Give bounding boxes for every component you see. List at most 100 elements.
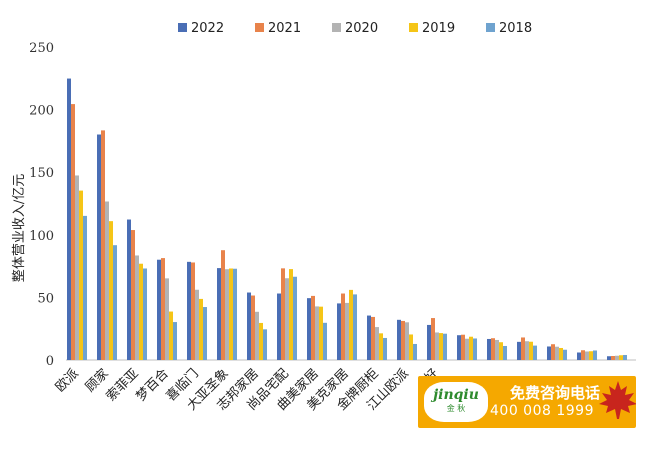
legend-label-2019: 2019 bbox=[422, 21, 455, 36]
legend-swatch-2020 bbox=[332, 23, 341, 32]
bar-2022-11 bbox=[397, 319, 401, 360]
bar-2022-5 bbox=[217, 268, 221, 360]
legend-swatch-2021 bbox=[255, 23, 264, 32]
bar-2018-16 bbox=[563, 349, 567, 360]
legend-swatch-2022 bbox=[178, 23, 187, 32]
bar-2018-4 bbox=[203, 307, 207, 360]
bar-2021-2 bbox=[131, 230, 135, 360]
bar-2018-0 bbox=[83, 215, 87, 360]
bar-2020-13 bbox=[465, 338, 469, 360]
bar-2019-3 bbox=[169, 311, 173, 360]
bar-2019-1 bbox=[109, 221, 113, 360]
bar-2020-1 bbox=[105, 201, 109, 360]
bar-2018-12 bbox=[443, 333, 447, 360]
bar-2022-2 bbox=[127, 219, 131, 360]
bar-2018-11 bbox=[413, 343, 417, 360]
bar-2018-18 bbox=[623, 354, 627, 360]
ad-logo: jinqiu 金 秋 bbox=[424, 382, 488, 422]
bar-2020-12 bbox=[435, 332, 439, 360]
bar-2019-15 bbox=[529, 341, 533, 360]
bar-2018-13 bbox=[473, 338, 477, 360]
y-axis-label: 整体营业收入/亿元 bbox=[12, 174, 27, 282]
bar-2022-3 bbox=[157, 259, 161, 360]
bar-2022-13 bbox=[457, 335, 461, 360]
bar-2019-17 bbox=[589, 351, 593, 360]
bar-2020-6 bbox=[255, 311, 259, 360]
bar-2018-2 bbox=[143, 268, 147, 360]
bar-2022-14 bbox=[487, 338, 491, 360]
bar-2021-15 bbox=[521, 337, 525, 360]
bar-2020-17 bbox=[585, 351, 589, 360]
bar-2018-9 bbox=[353, 294, 357, 360]
bar-2019-7 bbox=[289, 269, 293, 360]
bars bbox=[67, 78, 627, 361]
bar-2021-7 bbox=[281, 268, 285, 360]
bar-2021-17 bbox=[581, 350, 585, 360]
bar-2021-10 bbox=[371, 316, 375, 360]
bar-2021-8 bbox=[311, 295, 315, 360]
bar-2022-17 bbox=[577, 352, 581, 360]
legend-swatch-2019 bbox=[409, 23, 418, 32]
bar-2021-4 bbox=[191, 262, 195, 360]
bar-2022-10 bbox=[367, 315, 371, 360]
bar-2021-9 bbox=[341, 293, 345, 360]
bar-2021-3 bbox=[161, 258, 165, 360]
bar-2022-9 bbox=[337, 303, 341, 360]
bar-2018-7 bbox=[293, 276, 297, 360]
bar-2018-17 bbox=[593, 350, 597, 360]
bar-2020-5 bbox=[225, 269, 229, 360]
y-tick-label: 150 bbox=[29, 166, 54, 181]
bar-2018-3 bbox=[173, 322, 177, 360]
bar-2021-14 bbox=[491, 338, 495, 360]
bar-2021-13 bbox=[461, 334, 465, 360]
bar-2019-14 bbox=[499, 342, 503, 360]
chart-legend: 2022 2021 2020 2019 2018 bbox=[178, 21, 532, 36]
bar-2021-16 bbox=[551, 344, 555, 360]
bar-2022-15 bbox=[517, 341, 521, 360]
bar-2022-4 bbox=[187, 261, 191, 360]
bar-2019-18 bbox=[619, 355, 623, 360]
legend-label-2022: 2022 bbox=[191, 21, 224, 36]
y-tick-label: 50 bbox=[37, 291, 54, 306]
bar-2022-0 bbox=[67, 78, 71, 361]
bar-2021-1 bbox=[101, 130, 105, 360]
bar-2020-11 bbox=[405, 322, 409, 360]
x-axis-category-labels: 欧派 顾家索菲亚梦百合喜临门大亚圣象志邦家居尚品宅配曲美家居美克家居金牌厨柜江山欧… bbox=[53, 366, 442, 414]
legend-label-2020: 2020 bbox=[345, 21, 378, 36]
bar-2021-18 bbox=[611, 355, 615, 360]
x-tick-label: 梦百合 bbox=[134, 366, 172, 404]
bar-2019-10 bbox=[379, 333, 383, 360]
bar-2020-8 bbox=[315, 306, 319, 360]
y-tick-label: 250 bbox=[29, 41, 54, 56]
bar-2019-0 bbox=[79, 190, 83, 360]
bar-2021-5 bbox=[221, 250, 225, 360]
bar-2019-12 bbox=[439, 333, 443, 360]
ad-phone-number[interactable]: 400 008 1999 bbox=[490, 403, 594, 419]
ad-title: 免费咨询电话 bbox=[510, 384, 601, 402]
bar-2020-18 bbox=[615, 355, 619, 360]
legend-label-2021: 2021 bbox=[268, 21, 301, 36]
bar-2019-2 bbox=[139, 263, 143, 360]
bar-2021-0 bbox=[71, 104, 75, 360]
bar-2020-2 bbox=[135, 255, 139, 360]
bar-2020-16 bbox=[555, 346, 559, 360]
bar-2019-13 bbox=[469, 336, 473, 360]
bar-2019-4 bbox=[199, 298, 203, 360]
bar-2018-8 bbox=[323, 322, 327, 360]
y-tick-label: 100 bbox=[29, 229, 54, 244]
legend-swatch-2018 bbox=[486, 23, 495, 32]
bar-2022-18 bbox=[607, 356, 611, 360]
legend-label-2018: 2018 bbox=[499, 21, 532, 36]
bar-2018-6 bbox=[263, 329, 267, 360]
bar-2020-0 bbox=[75, 175, 79, 360]
bar-2020-3 bbox=[165, 278, 169, 360]
bar-2018-5 bbox=[233, 268, 237, 360]
y-axis-ticks: 0 50 100 150 200 250 bbox=[29, 41, 54, 369]
bar-2019-9 bbox=[349, 289, 353, 360]
bar-2020-9 bbox=[345, 302, 349, 360]
bar-2020-10 bbox=[375, 327, 379, 360]
ad-banner[interactable]: jinqiu 金 秋 免费咨询电话 400 008 1999 bbox=[418, 376, 636, 428]
bar-2020-7 bbox=[285, 278, 289, 360]
bar-2021-11 bbox=[401, 320, 405, 360]
